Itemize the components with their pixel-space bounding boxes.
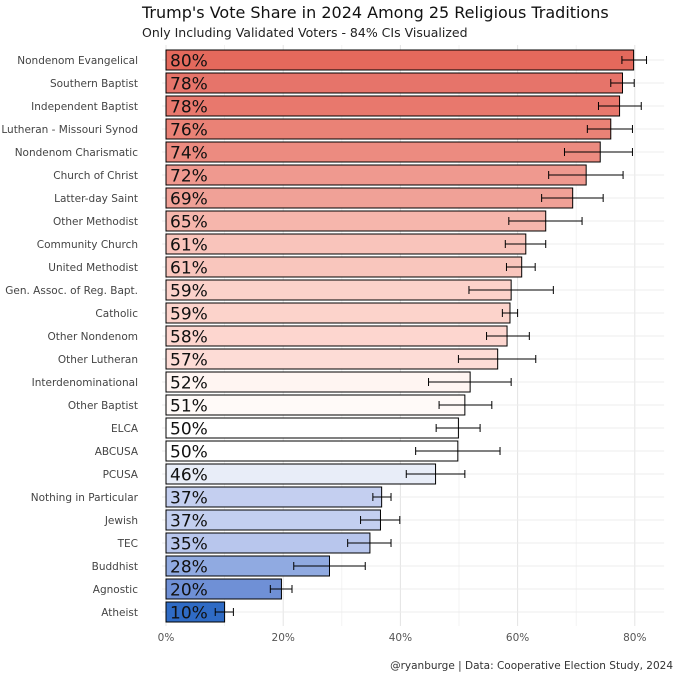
bar [165,118,612,140]
bar [165,72,623,94]
bar-value-label: 28% [170,558,208,578]
category-label: Other Lutheran [58,354,138,366]
chart-caption: @ryanburge | Data: Cooperative Election … [390,660,673,672]
bar [165,440,459,462]
category-label: Other Baptist [68,400,138,412]
x-tick-label: 0% [158,632,175,644]
bar [165,164,587,186]
bar-value-label: 50% [170,443,208,463]
bar-value-label: 20% [170,581,208,601]
bar [165,325,508,347]
x-tick-label: 20% [272,632,295,644]
bar-value-label: 58% [170,328,208,348]
x-tick-label: 40% [389,632,412,644]
bar-value-label: 10% [170,604,208,624]
chart-title: Trump's Vote Share in 2024 Among 25 Reli… [142,3,609,22]
category-label: Church of Christ [53,170,138,182]
category-label: Jewish [104,515,138,527]
bar [165,279,512,301]
category-label: Gen. Assoc. of Reg. Bapt. [5,285,138,297]
bar-chart: 80% Nondenom Evangelical 78% Southern Bapti… [1,45,665,644]
category-label: Southern Baptist [50,78,138,90]
bar-value-label: 74% [170,144,208,164]
bar-value-label: 46% [170,466,208,486]
bar-value-label: 59% [170,305,208,325]
category-label: Buddhist [92,561,138,573]
bar-value-label: 80% [170,52,208,72]
bar [165,233,527,255]
category-label: Latter-day Saint [54,193,138,205]
bar-value-label: 61% [170,236,208,256]
x-tick-label: 60% [506,632,529,644]
category-label: Community Church [37,239,138,251]
category-label: Independent Baptist [31,101,138,113]
chart-subtitle: Only Including Validated Voters - 84% CI… [142,25,468,40]
bar-value-label: 50% [170,420,208,440]
category-label: Interdenominational [32,377,138,389]
bar-value-label: 69% [170,190,208,210]
category-label: Agnostic [93,584,138,596]
bar-value-label: 72% [170,167,208,187]
bar [165,371,471,393]
category-label: Nothing in Particular [31,492,139,504]
bar-value-label: 78% [170,98,208,118]
bar-value-label: 51% [170,397,208,417]
category-label: Lutheran - Missouri Synod [1,124,138,136]
bar [165,348,499,370]
bar-value-label: 52% [170,374,208,394]
bar [165,210,547,232]
category-label: ELCA [111,423,139,435]
bar [165,302,511,324]
bar-value-label: 59% [170,282,208,302]
category-label: Atheist [101,607,138,619]
category-label: PCUSA [103,469,139,481]
bar-value-label: 61% [170,259,208,279]
bar [165,141,601,163]
category-label: Nondenom Charismatic [15,147,139,159]
bar [165,49,635,71]
category-label: United Methodist [48,262,138,274]
bar-value-label: 57% [170,351,208,371]
bar-value-label: 65% [170,213,208,233]
bar [165,256,523,278]
bar-value-label: 37% [170,512,208,532]
bar [165,95,621,117]
bar-value-label: 35% [170,535,208,555]
bar [165,394,466,416]
bar-value-label: 78% [170,75,208,95]
category-label: TEC [117,538,138,550]
bar-value-label: 76% [170,121,208,141]
category-label: Other Nondenom [47,331,138,343]
category-label: Catholic [95,308,138,320]
category-label: ABCUSA [95,446,139,458]
x-tick-label: 80% [623,632,646,644]
bar [165,417,459,439]
bar [165,187,574,209]
category-label: Other Methodist [53,216,138,228]
category-label: Nondenom Evangelical [17,55,138,67]
bar-value-label: 37% [170,489,208,509]
